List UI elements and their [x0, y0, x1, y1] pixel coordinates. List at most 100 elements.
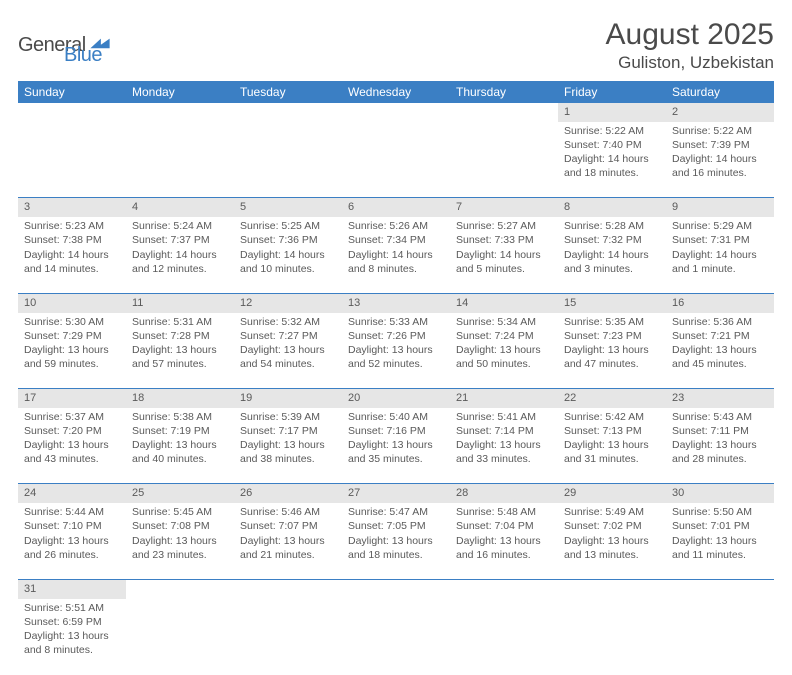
day-cell: Sunrise: 5:35 AMSunset: 7:23 PMDaylight:…	[558, 313, 666, 389]
day-detail: Sunrise: 5:36 AMSunset: 7:21 PMDaylight:…	[666, 313, 774, 376]
daylight-line2: and 14 minutes.	[24, 262, 120, 276]
sunrise-line: Sunrise: 5:35 AM	[564, 315, 660, 329]
day-number: 2	[666, 103, 774, 122]
day-cell: Sunrise: 5:32 AMSunset: 7:27 PMDaylight:…	[234, 313, 342, 389]
daylight-line2: and 28 minutes.	[672, 452, 768, 466]
daylight-line1: Daylight: 13 hours	[348, 343, 444, 357]
daylight-line1: Daylight: 13 hours	[564, 534, 660, 548]
day-detail: Sunrise: 5:28 AMSunset: 7:32 PMDaylight:…	[558, 217, 666, 280]
day-detail: Sunrise: 5:40 AMSunset: 7:16 PMDaylight:…	[342, 408, 450, 471]
weekday-header: Sunday	[18, 81, 126, 103]
day-detail: Sunrise: 5:30 AMSunset: 7:29 PMDaylight:…	[18, 313, 126, 376]
sunset-line: Sunset: 7:05 PM	[348, 519, 444, 533]
sunrise-line: Sunrise: 5:31 AM	[132, 315, 228, 329]
sunrise-line: Sunrise: 5:28 AM	[564, 219, 660, 233]
day-detail: Sunrise: 5:39 AMSunset: 7:17 PMDaylight:…	[234, 408, 342, 471]
day-detail: Sunrise: 5:22 AMSunset: 7:40 PMDaylight:…	[558, 122, 666, 185]
day-detail: Sunrise: 5:27 AMSunset: 7:33 PMDaylight:…	[450, 217, 558, 280]
daylight-line2: and 43 minutes.	[24, 452, 120, 466]
day-cell: Sunrise: 5:42 AMSunset: 7:13 PMDaylight:…	[558, 408, 666, 484]
daylight-line2: and 50 minutes.	[456, 357, 552, 371]
sunrise-line: Sunrise: 5:38 AM	[132, 410, 228, 424]
sunset-line: Sunset: 7:37 PM	[132, 233, 228, 247]
daylight-line1: Daylight: 13 hours	[24, 534, 120, 548]
daylight-line2: and 18 minutes.	[348, 548, 444, 562]
sunrise-line: Sunrise: 5:48 AM	[456, 505, 552, 519]
sunrise-line: Sunrise: 5:44 AM	[24, 505, 120, 519]
daylight-line1: Daylight: 13 hours	[672, 534, 768, 548]
day-cell: Sunrise: 5:38 AMSunset: 7:19 PMDaylight:…	[126, 408, 234, 484]
weekday-header: Tuesday	[234, 81, 342, 103]
sunset-line: Sunset: 7:11 PM	[672, 424, 768, 438]
day-detail: Sunrise: 5:29 AMSunset: 7:31 PMDaylight:…	[666, 217, 774, 280]
daylight-line2: and 45 minutes.	[672, 357, 768, 371]
empty-cell	[558, 599, 666, 675]
daylight-line2: and 23 minutes.	[132, 548, 228, 562]
logo-word2-wrap: Blue	[64, 44, 102, 67]
sunset-line: Sunset: 7:29 PM	[24, 329, 120, 343]
daylight-line1: Daylight: 14 hours	[564, 248, 660, 262]
sunset-line: Sunset: 7:02 PM	[564, 519, 660, 533]
daylight-line2: and 8 minutes.	[348, 262, 444, 276]
day-detail: Sunrise: 5:34 AMSunset: 7:24 PMDaylight:…	[450, 313, 558, 376]
sunrise-line: Sunrise: 5:24 AM	[132, 219, 228, 233]
day-cell: Sunrise: 5:27 AMSunset: 7:33 PMDaylight:…	[450, 217, 558, 293]
sunset-line: Sunset: 7:08 PM	[132, 519, 228, 533]
day-number: 22	[558, 389, 666, 408]
empty-cell	[18, 103, 126, 122]
day-cell: Sunrise: 5:41 AMSunset: 7:14 PMDaylight:…	[450, 408, 558, 484]
sunrise-line: Sunrise: 5:23 AM	[24, 219, 120, 233]
day-cell: Sunrise: 5:26 AMSunset: 7:34 PMDaylight:…	[342, 217, 450, 293]
empty-cell	[450, 579, 558, 598]
day-cell: Sunrise: 5:51 AMSunset: 6:59 PMDaylight:…	[18, 599, 126, 675]
day-cell: Sunrise: 5:45 AMSunset: 7:08 PMDaylight:…	[126, 503, 234, 579]
day-number: 4	[126, 198, 234, 217]
daylight-line1: Daylight: 13 hours	[24, 438, 120, 452]
sunrise-line: Sunrise: 5:50 AM	[672, 505, 768, 519]
sunset-line: Sunset: 7:39 PM	[672, 138, 768, 152]
day-number-row: 12	[18, 103, 774, 122]
empty-cell	[342, 599, 450, 675]
sunset-line: Sunset: 7:17 PM	[240, 424, 336, 438]
daylight-line1: Daylight: 13 hours	[672, 343, 768, 357]
day-cell: Sunrise: 5:39 AMSunset: 7:17 PMDaylight:…	[234, 408, 342, 484]
day-cell: Sunrise: 5:28 AMSunset: 7:32 PMDaylight:…	[558, 217, 666, 293]
day-cell: Sunrise: 5:48 AMSunset: 7:04 PMDaylight:…	[450, 503, 558, 579]
sunrise-line: Sunrise: 5:33 AM	[348, 315, 444, 329]
day-number: 18	[126, 389, 234, 408]
calendar-table: SundayMondayTuesdayWednesdayThursdayFrid…	[18, 81, 774, 675]
day-number: 20	[342, 389, 450, 408]
empty-cell	[558, 579, 666, 598]
empty-cell	[18, 122, 126, 198]
daylight-line1: Daylight: 14 hours	[348, 248, 444, 262]
day-number: 27	[342, 484, 450, 503]
daylight-line1: Daylight: 14 hours	[672, 248, 768, 262]
day-number: 3	[18, 198, 126, 217]
sunset-line: Sunset: 7:36 PM	[240, 233, 336, 247]
empty-cell	[666, 599, 774, 675]
day-number: 1	[558, 103, 666, 122]
sunrise-line: Sunrise: 5:27 AM	[456, 219, 552, 233]
sunset-line: Sunset: 7:23 PM	[564, 329, 660, 343]
weekday-header: Monday	[126, 81, 234, 103]
calendar-week-row: Sunrise: 5:51 AMSunset: 6:59 PMDaylight:…	[18, 599, 774, 675]
day-detail: Sunrise: 5:23 AMSunset: 7:38 PMDaylight:…	[18, 217, 126, 280]
sunrise-line: Sunrise: 5:37 AM	[24, 410, 120, 424]
daylight-line2: and 11 minutes.	[672, 548, 768, 562]
day-cell: Sunrise: 5:22 AMSunset: 7:40 PMDaylight:…	[558, 122, 666, 198]
sunset-line: Sunset: 7:34 PM	[348, 233, 444, 247]
daylight-line2: and 12 minutes.	[132, 262, 228, 276]
day-cell: Sunrise: 5:37 AMSunset: 7:20 PMDaylight:…	[18, 408, 126, 484]
daylight-line2: and 47 minutes.	[564, 357, 660, 371]
day-number: 24	[18, 484, 126, 503]
calendar-week-row: Sunrise: 5:30 AMSunset: 7:29 PMDaylight:…	[18, 313, 774, 389]
daylight-line1: Daylight: 13 hours	[456, 343, 552, 357]
day-number-row: 3456789	[18, 198, 774, 217]
sunset-line: Sunset: 7:07 PM	[240, 519, 336, 533]
daylight-line2: and 5 minutes.	[456, 262, 552, 276]
empty-cell	[234, 103, 342, 122]
daylight-line2: and 57 minutes.	[132, 357, 228, 371]
sunset-line: Sunset: 7:13 PM	[564, 424, 660, 438]
daylight-line2: and 38 minutes.	[240, 452, 336, 466]
day-cell: Sunrise: 5:50 AMSunset: 7:01 PMDaylight:…	[666, 503, 774, 579]
